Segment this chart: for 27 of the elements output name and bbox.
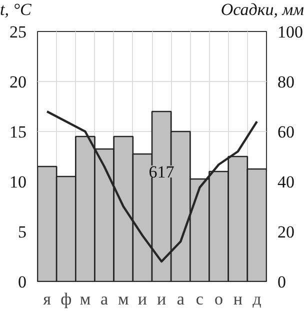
x-tick-label: с [196,290,204,308]
y-tick-label: 0 [18,272,26,292]
x-tick-label: а [176,290,185,308]
y2-tick-label: 80 [278,72,294,92]
x-tick-label: м [118,290,129,308]
x-tick-label: а [100,290,109,308]
y2-tick-label: 20 [278,222,294,242]
y2-tick-label: 40 [278,172,294,192]
x-tick-label: ф [60,290,72,308]
y-tick-label: 10 [10,172,26,192]
x-tick-label: м [80,290,91,308]
x-tick-label: я [43,290,52,308]
y2-tick-label: 100 [278,22,303,42]
y2-axis-title: Осадки, мм [220,0,304,20]
annotation: 617 [148,162,175,182]
x-tick-label: о [214,290,224,308]
y-tick-label: 15 [10,122,26,142]
y-tick-label: 20 [10,72,26,92]
y-axis-title: t, °C [0,0,32,20]
x-tick-label: д [252,290,262,308]
y-tick-label: 5 [18,222,26,242]
x-tick-label: н [233,290,242,308]
y-tick-label: 25 [10,22,26,42]
y2-tick-label: 0 [278,272,286,292]
y2-tick-label: 60 [278,122,294,142]
x-tick-label: и [138,290,148,308]
x-tick-label: и [156,290,166,308]
